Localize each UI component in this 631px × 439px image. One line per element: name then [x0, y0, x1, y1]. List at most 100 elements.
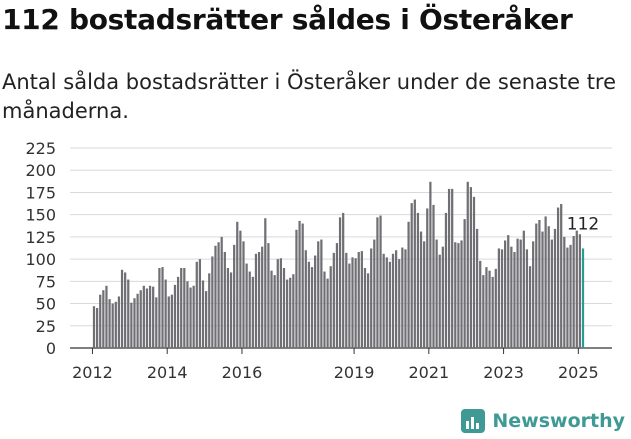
bar [575, 230, 578, 348]
bar [497, 248, 501, 348]
bar [183, 268, 186, 348]
bar [320, 239, 323, 348]
bar [124, 272, 127, 348]
bar [276, 259, 279, 348]
bar [525, 249, 529, 348]
logo-icon-bar [471, 417, 475, 429]
bar [176, 276, 180, 348]
bar [307, 261, 311, 348]
bar-chart: 0 25 50 75 100 125 150 175 200 225 2012 2014 2016 201… [25, 140, 612, 382]
x-tick-label: 2021 [408, 363, 449, 382]
y-tick-label: 50 [36, 295, 56, 314]
bar [566, 247, 569, 348]
bar [407, 221, 410, 348]
bar [479, 260, 482, 348]
bar [198, 259, 202, 348]
bar [111, 303, 114, 348]
bar [522, 230, 525, 348]
bar [401, 247, 404, 348]
bar [472, 196, 476, 348]
bar [133, 298, 136, 348]
bar [510, 246, 513, 348]
bar [338, 217, 342, 348]
bar [239, 230, 242, 348]
bar [438, 254, 441, 348]
bar [304, 250, 307, 348]
bar [245, 263, 248, 348]
bar [398, 259, 401, 348]
bar [254, 253, 258, 348]
bar [145, 288, 149, 348]
bar [513, 252, 516, 348]
bar [507, 235, 510, 348]
bar [354, 258, 357, 348]
bar [211, 256, 214, 348]
bar [376, 217, 379, 348]
bar [342, 212, 345, 348]
bar [429, 181, 432, 348]
bar [310, 267, 314, 348]
logo-icon-bar [476, 423, 480, 429]
bar [560, 204, 563, 348]
bar [195, 261, 198, 348]
bar [544, 216, 547, 348]
x-tick-label: 2012 [72, 363, 113, 382]
bar [117, 296, 121, 348]
bar [301, 223, 304, 348]
bar [298, 220, 301, 348]
y-tick-label: 75 [36, 272, 56, 291]
bar [158, 268, 161, 348]
bar [488, 270, 491, 348]
bar [541, 231, 544, 348]
bar [329, 266, 332, 348]
bar [148, 285, 152, 348]
bar [426, 208, 429, 348]
logo-text: Newsworthy [492, 410, 625, 432]
bar [538, 220, 541, 348]
bar [435, 239, 438, 348]
bar [563, 236, 566, 348]
bar [205, 291, 208, 348]
bar [444, 212, 448, 348]
bar [251, 276, 254, 348]
bar [139, 290, 142, 348]
newsworthy-logo[interactable]: Newsworthy [461, 406, 625, 436]
bar [500, 249, 504, 348]
bar [382, 253, 385, 348]
bar [170, 294, 173, 348]
bar [366, 273, 370, 348]
bar [482, 275, 485, 348]
bar [201, 280, 205, 348]
x-tick-label: 2019 [334, 363, 375, 382]
bar [326, 278, 329, 348]
bar [463, 219, 466, 348]
bar [556, 207, 560, 348]
bar [550, 239, 553, 348]
bar [404, 249, 407, 348]
bar [370, 248, 373, 348]
bar [357, 252, 360, 348]
bar [214, 245, 217, 348]
bar [208, 273, 211, 348]
bar [167, 296, 170, 348]
bar [441, 246, 444, 348]
bar [416, 212, 420, 348]
bar [264, 218, 267, 348]
y-tick-label: 25 [36, 317, 56, 336]
bar [457, 243, 460, 348]
bar [127, 279, 130, 348]
bar [164, 279, 167, 348]
bar [569, 244, 572, 348]
bar [279, 258, 283, 348]
bar [314, 255, 317, 348]
bar [108, 299, 111, 348]
bar [317, 241, 320, 348]
bar-highlight [581, 248, 585, 348]
bar [142, 285, 145, 348]
bar [454, 242, 457, 348]
bar [447, 188, 451, 348]
bar [379, 215, 382, 348]
x-tick-label: 2014 [147, 363, 188, 382]
bar [273, 275, 276, 348]
bar [282, 268, 286, 348]
